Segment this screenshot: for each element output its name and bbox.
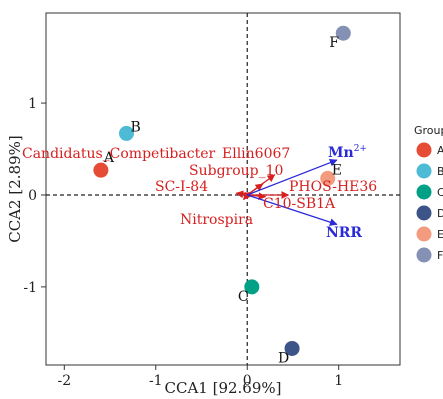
x-tick-label: 0 bbox=[243, 373, 252, 389]
sample-point-label: A bbox=[103, 150, 115, 166]
sample-point-label: F bbox=[329, 35, 339, 51]
taxa-label: Ellin6067 bbox=[222, 146, 290, 162]
x-tick-label: -2 bbox=[57, 373, 71, 389]
y-tick-label: 1 bbox=[28, 96, 37, 112]
legend-marker bbox=[416, 226, 432, 242]
sample-point-c bbox=[244, 279, 260, 295]
legend-title: Group bbox=[414, 124, 443, 137]
legend-marker bbox=[416, 205, 432, 221]
legend-marker bbox=[416, 163, 432, 179]
taxa-label: PHOS-HE36 bbox=[289, 179, 377, 195]
taxa-label: Nitrospira bbox=[180, 212, 253, 228]
sample-point-labels: AB C D E F bbox=[103, 35, 342, 366]
taxa-label: C10-SB1A bbox=[263, 196, 336, 212]
plot-area: AB C D E F Candidatus_Competibacter Ellin6067… bbox=[22, 12, 401, 366]
sample-point-d bbox=[284, 340, 300, 356]
y-axis-ticks: -1 0 1 bbox=[23, 96, 46, 296]
legend-label: D bbox=[437, 207, 443, 220]
taxa-arrow bbox=[243, 191, 252, 201]
legend-marker bbox=[416, 247, 432, 263]
sample-point-label: B bbox=[130, 119, 140, 135]
sample-point-b bbox=[118, 125, 134, 141]
sample-point-f bbox=[335, 25, 351, 41]
legend-marker bbox=[416, 142, 432, 158]
env-label: NRR bbox=[326, 225, 362, 241]
taxa-label: Subgroup_10 bbox=[189, 163, 283, 179]
taxa-label: Candidatus_Competibacter bbox=[22, 146, 215, 162]
plot-frame bbox=[45, 12, 401, 366]
taxa-label: SC-I-84 bbox=[155, 179, 208, 195]
y-tick-label: 0 bbox=[28, 188, 37, 204]
env-arrows bbox=[247, 158, 338, 226]
sample-point-label: C bbox=[238, 289, 249, 305]
legend-label: E bbox=[437, 228, 443, 241]
env-arrow bbox=[247, 194, 338, 226]
reference-lines bbox=[46, 13, 400, 365]
taxa-labels: Candidatus_Competibacter Ellin6067Subgrou… bbox=[22, 146, 377, 228]
sample-point-e bbox=[320, 170, 336, 186]
sample-point-a bbox=[93, 162, 109, 178]
taxa-arrows bbox=[235, 174, 290, 201]
y-tick-label: -1 bbox=[23, 280, 37, 296]
legend-label: F bbox=[437, 249, 443, 262]
sample-point-label: D bbox=[278, 350, 289, 366]
x-tick-label: -1 bbox=[149, 373, 163, 389]
legend-label: C bbox=[437, 186, 443, 199]
legend-marker bbox=[416, 184, 432, 200]
x-axis-label: CCA1 [92.69%] bbox=[165, 379, 282, 397]
legend-label: B bbox=[437, 165, 443, 178]
y-axis-label: CCA2 [2.89%] bbox=[6, 135, 24, 242]
env-labels: Mn2+NRR bbox=[326, 144, 367, 241]
sample-point-label: E bbox=[332, 162, 342, 178]
x-axis-ticks: -2 -1 0 1 bbox=[57, 365, 343, 389]
env-label-superscript: 2+ bbox=[354, 144, 367, 154]
sample-points bbox=[93, 25, 351, 356]
env-arrow bbox=[247, 158, 338, 196]
legend-label: A bbox=[437, 144, 443, 157]
x-tick-label: 1 bbox=[334, 373, 343, 389]
